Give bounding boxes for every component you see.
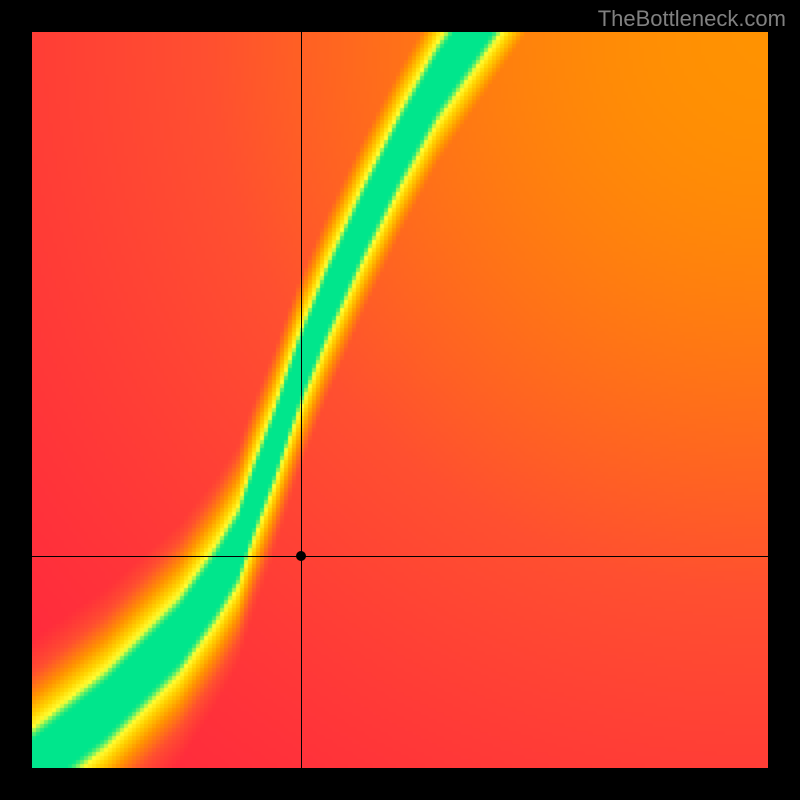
selection-marker (296, 551, 306, 561)
heatmap-canvas (32, 32, 768, 768)
crosshair-vertical (301, 32, 302, 768)
watermark-text: TheBottleneck.com (598, 6, 786, 32)
plot-area (32, 32, 768, 768)
crosshair-horizontal (32, 556, 768, 557)
chart-container: TheBottleneck.com (0, 0, 800, 800)
